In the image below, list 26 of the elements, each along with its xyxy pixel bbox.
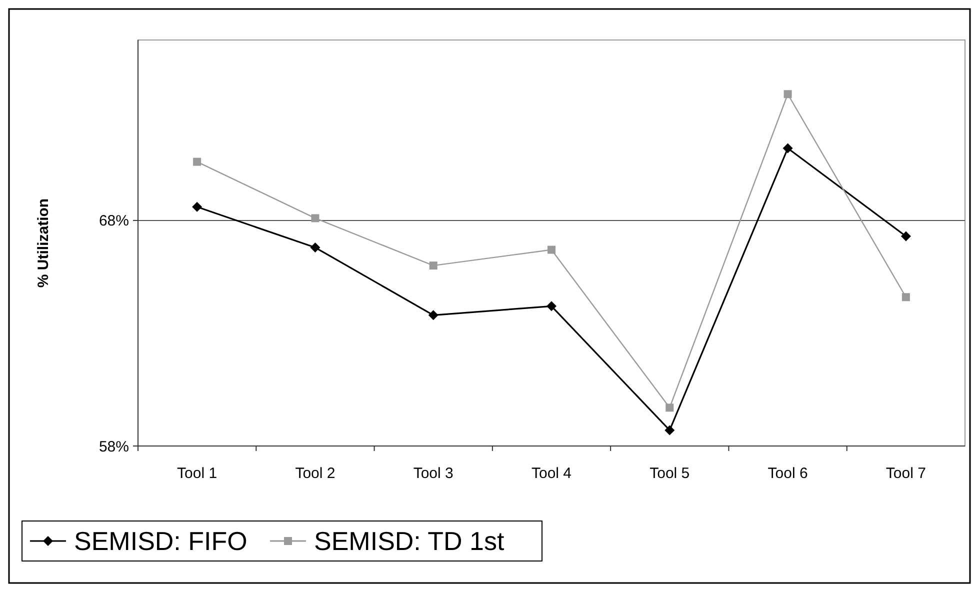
legend-label: SEMISD: FIFO — [74, 526, 248, 556]
point — [429, 262, 438, 270]
y-axis-title: % Utilization — [35, 198, 52, 288]
point — [428, 310, 438, 320]
y-tick-label: 68% — [98, 212, 129, 230]
point — [192, 202, 202, 212]
x-tick-label: Tool 5 — [650, 465, 690, 482]
y-tick-label: 58% — [98, 438, 129, 456]
point — [548, 246, 556, 254]
legend-label: SEMISD: TD 1st — [314, 526, 506, 556]
x-tick-label: Tool 4 — [531, 465, 572, 482]
point — [784, 90, 792, 98]
point — [666, 404, 674, 412]
x-tick-label: Tool 1 — [177, 465, 218, 482]
x-tick-label: Tool 3 — [413, 465, 454, 482]
x-tick-label: Tool 7 — [886, 465, 926, 482]
point — [310, 242, 320, 253]
point — [664, 425, 675, 436]
x-tick-label: Tool 6 — [768, 465, 808, 482]
point — [900, 231, 911, 242]
point — [193, 158, 202, 166]
point — [311, 214, 320, 222]
x-tick-label: Tool 2 — [295, 465, 336, 482]
point — [782, 143, 793, 154]
point — [902, 293, 910, 302]
point — [546, 301, 556, 312]
